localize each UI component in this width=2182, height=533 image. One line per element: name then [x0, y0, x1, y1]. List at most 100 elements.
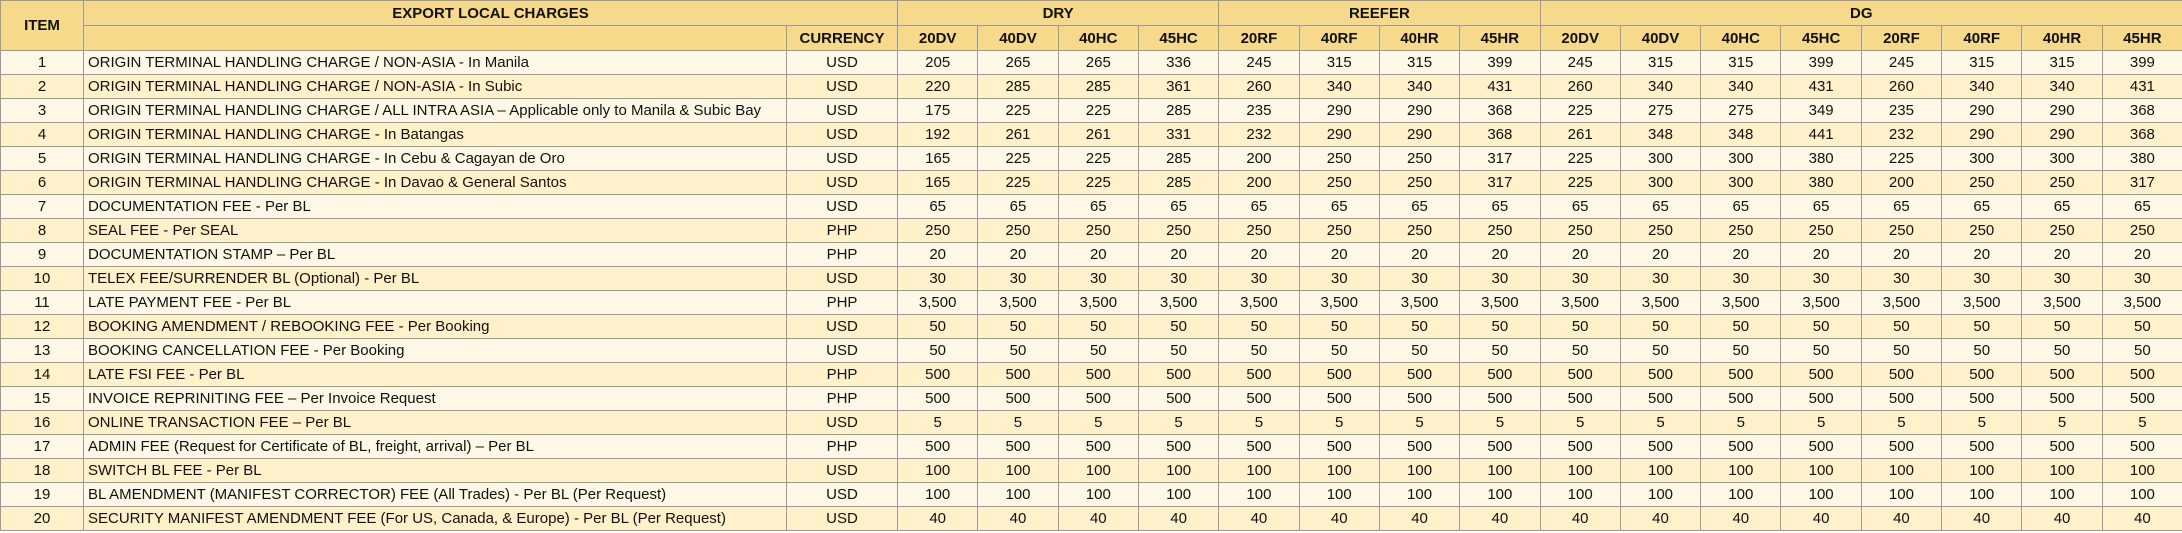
item-number: 13 [0, 338, 84, 363]
item-number: 9 [0, 242, 84, 267]
charge-value: 50 [1378, 338, 1461, 363]
column-header: 20RF [1860, 25, 1943, 51]
charge-value: 265 [977, 50, 1059, 75]
charge-value: 250 [977, 218, 1059, 243]
charge-value: 5 [2101, 410, 2182, 435]
charge-value: 40 [1700, 506, 1782, 531]
charge-value: 5 [1700, 410, 1782, 435]
group-header: REEFER [1218, 0, 1541, 26]
charge-value: 5 [1137, 410, 1220, 435]
charge-value: 5 [1539, 410, 1621, 435]
charge-value: 500 [1860, 386, 1943, 411]
charge-value: 500 [1378, 386, 1461, 411]
charge-value: 250 [1619, 218, 1702, 243]
charge-value: 300 [1619, 170, 1702, 195]
charge-value: 30 [1539, 266, 1621, 291]
charge-value: 100 [1619, 458, 1702, 483]
charge-value: 275 [1700, 98, 1782, 123]
charge-row: 6 ORIGIN TERMINAL HANDLING CHARGE - In Da… [0, 170, 2182, 195]
charge-name: ORIGIN TERMINAL HANDLING CHARGE / NON-AS… [83, 50, 787, 75]
currency: USD [786, 314, 898, 339]
charge-value: 65 [1137, 194, 1220, 219]
charge-value: 500 [977, 386, 1059, 411]
charge-value: 30 [1378, 266, 1461, 291]
charge-value: 50 [1057, 314, 1139, 339]
charge-value: 65 [1700, 194, 1782, 219]
charge-value: 100 [896, 458, 979, 483]
charge-value: 368 [2101, 98, 2182, 123]
charge-value: 500 [1700, 386, 1782, 411]
charge-value: 315 [1378, 50, 1461, 75]
charge-value: 3,500 [1700, 290, 1782, 315]
charge-value: 261 [977, 122, 1059, 147]
currency: USD [786, 170, 898, 195]
charge-value: 40 [1218, 506, 1300, 531]
charge-value: 65 [1218, 194, 1300, 219]
charge-value: 290 [2021, 122, 2103, 147]
charge-row: 18 SWITCH BL FEE - Per BL USD 100 100 100 100 1… [0, 458, 2182, 483]
charge-row: 5 ORIGIN TERMINAL HANDLING CHARGE - In Ce… [0, 146, 2182, 171]
charge-value: 20 [1218, 242, 1300, 267]
charge-value: 50 [1700, 314, 1782, 339]
charge-value: 100 [896, 482, 979, 507]
charge-value: 225 [977, 146, 1059, 171]
charge-value: 50 [2021, 338, 2103, 363]
column-header: 40RF [1941, 25, 2023, 51]
charge-value: 250 [1298, 170, 1380, 195]
charge-value: 500 [1780, 386, 1862, 411]
charge-value: 500 [1137, 362, 1220, 387]
charge-value: 165 [896, 146, 979, 171]
charge-value: 30 [1137, 266, 1220, 291]
charge-value: 500 [1298, 434, 1380, 459]
charge-value: 192 [896, 122, 979, 147]
charge-value: 500 [1459, 386, 1541, 411]
charge-value: 500 [1137, 434, 1220, 459]
charge-value: 100 [1941, 482, 2023, 507]
currency: USD [786, 482, 898, 507]
column-header: 40DV [1619, 25, 1702, 51]
charge-value: 500 [2021, 434, 2103, 459]
charge-value: 500 [1459, 434, 1541, 459]
charge-value: 348 [1700, 122, 1782, 147]
charge-value: 225 [1539, 146, 1621, 171]
charge-value: 250 [1780, 218, 1862, 243]
charge-name: SEAL FEE - Per SEAL [83, 218, 787, 243]
currency: USD [786, 122, 898, 147]
charge-value: 5 [1459, 410, 1541, 435]
item-number: 18 [0, 458, 84, 483]
charge-value: 500 [1298, 362, 1380, 387]
charge-value: 100 [1539, 482, 1621, 507]
charge-value: 368 [1459, 98, 1541, 123]
charge-value: 225 [1539, 170, 1621, 195]
column-header: 40RF [1298, 25, 1380, 51]
charge-value: 200 [1860, 170, 1943, 195]
charge-name: DOCUMENTATION FEE - Per BL [83, 194, 787, 219]
charge-value: 100 [1860, 482, 1943, 507]
charge-value: 5 [896, 410, 979, 435]
charge-value: 500 [1619, 434, 1702, 459]
charge-value: 500 [1941, 386, 2023, 411]
charge-value: 20 [896, 242, 979, 267]
charge-value: 5 [1780, 410, 1862, 435]
blank-header [83, 25, 787, 51]
charge-value: 65 [1378, 194, 1461, 219]
currency: PHP [786, 290, 898, 315]
charge-value: 317 [1459, 170, 1541, 195]
item-number: 4 [0, 122, 84, 147]
charge-value: 285 [977, 74, 1059, 99]
charge-value: 3,500 [1218, 290, 1300, 315]
charge-value: 349 [1780, 98, 1862, 123]
item-number: 3 [0, 98, 84, 123]
charge-value: 3,500 [896, 290, 979, 315]
item-number: 2 [0, 74, 84, 99]
charges-header: EXPORT LOCAL CHARGES [83, 0, 898, 26]
charge-value: 50 [977, 314, 1059, 339]
charge-value: 500 [1860, 362, 1943, 387]
charge-value: 30 [1459, 266, 1541, 291]
charge-value: 500 [977, 362, 1059, 387]
charge-value: 315 [1941, 50, 2023, 75]
charge-value: 340 [1619, 74, 1702, 99]
charge-value: 3,500 [1137, 290, 1220, 315]
charge-value: 50 [1539, 314, 1621, 339]
